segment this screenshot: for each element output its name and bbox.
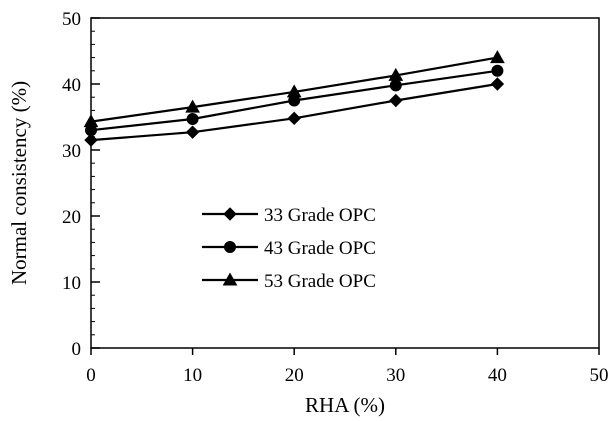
- plot-area-frame: [90, 17, 600, 349]
- x-tick-label: 0: [86, 365, 96, 386]
- legend-entry: 53 Grade OPC: [202, 271, 376, 292]
- legend-label: 33 Grade OPC: [264, 205, 376, 226]
- data-point: [490, 77, 505, 91]
- legend-entry: 33 Grade OPC: [202, 205, 376, 226]
- x-tick-label: 20: [285, 365, 304, 386]
- data-point: [287, 111, 301, 126]
- x-axis-title: RHA (%): [305, 393, 385, 417]
- legend-label: 53 Grade OPC: [264, 271, 376, 292]
- y-axis-ticks: 0 10 20 30 40 50: [62, 9, 100, 360]
- x-axis-ticks: 0 10 20 30 40 50: [86, 348, 609, 386]
- data-point: [286, 84, 302, 98]
- y-tick-label: 0: [72, 339, 82, 360]
- y-tick-label: 50: [62, 9, 81, 30]
- data-point: [388, 67, 404, 81]
- data-point: [186, 112, 199, 125]
- y-tick-label: 30: [62, 141, 81, 162]
- data-point: [490, 50, 505, 64]
- data-point: [185, 125, 200, 139]
- y-tick-label: 10: [62, 273, 81, 294]
- legend-label: 43 Grade OPC: [264, 238, 376, 259]
- x-tick-label: 30: [386, 365, 405, 386]
- x-tick-label: 40: [488, 365, 507, 386]
- legend-marker: [224, 241, 236, 253]
- y-axis-title: Normal consistency (%): [7, 81, 31, 285]
- legend: 33 Grade OPC 43 Grade OPC 53 Grade OPC: [202, 205, 376, 292]
- legend-entry: 43 Grade OPC: [202, 238, 376, 259]
- data-point: [491, 64, 504, 77]
- x-tick-label: 10: [183, 365, 202, 386]
- legend-marker: [223, 207, 237, 221]
- x-tick-label: 50: [590, 365, 609, 386]
- data-point: [185, 99, 200, 113]
- y-tick-label: 40: [62, 75, 81, 96]
- series-2: [85, 64, 504, 137]
- data-point: [389, 79, 402, 92]
- series-layer: [83, 50, 505, 147]
- legend-marker: [222, 272, 238, 286]
- y-tick-label: 20: [62, 207, 81, 228]
- series-1: [84, 77, 505, 147]
- data-point: [389, 93, 403, 108]
